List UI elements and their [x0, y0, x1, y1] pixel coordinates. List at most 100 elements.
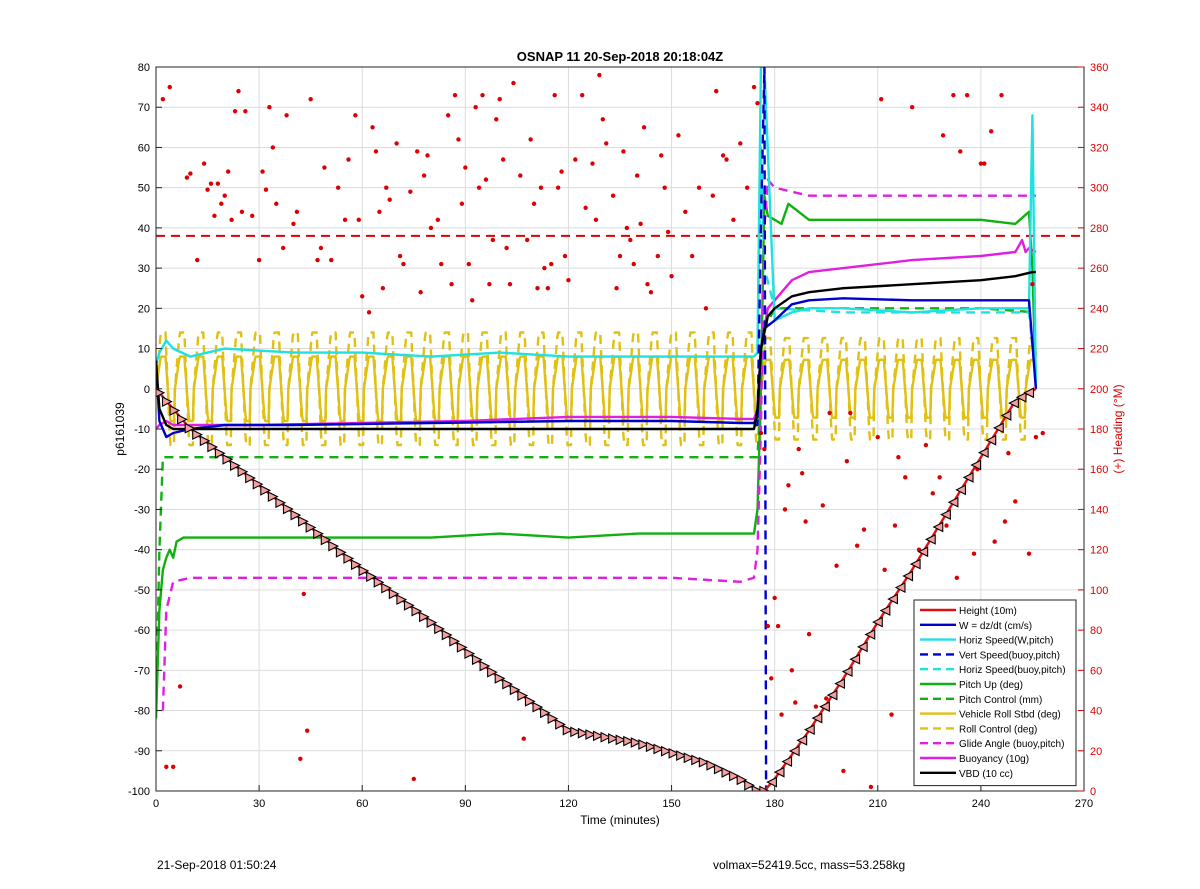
height-marker [343, 553, 355, 564]
heading-point [335, 185, 341, 190]
heading-point [930, 491, 935, 496]
height-marker [894, 582, 906, 593]
heading-point [500, 157, 506, 162]
heading-point [421, 173, 427, 178]
heading-point [634, 173, 640, 178]
height-marker [600, 731, 612, 743]
heading-point [714, 88, 719, 94]
legend-box [913, 599, 1077, 787]
heading-point [696, 185, 702, 190]
heading-point [617, 253, 623, 259]
height-marker [282, 503, 294, 515]
heading-point [411, 776, 416, 782]
height-marker [290, 509, 302, 521]
heading-point [170, 764, 176, 770]
height-marker [555, 719, 566, 730]
height-marker [177, 413, 188, 425]
heading-point [294, 209, 300, 214]
heading-point [305, 728, 310, 733]
height-marker [350, 559, 362, 571]
heading-point [710, 193, 715, 198]
heading-point [600, 117, 606, 122]
heading-point [762, 446, 767, 452]
height-marker [766, 776, 777, 788]
height-marker [887, 593, 898, 605]
heading-point [188, 171, 193, 176]
x-tick-label: 0 [153, 798, 159, 810]
height-marker [230, 460, 241, 471]
heading-point [511, 80, 516, 86]
heading-point [250, 213, 255, 219]
height-marker [615, 734, 627, 746]
heading-point [387, 197, 392, 202]
height-marker [260, 484, 272, 496]
heading-point [219, 201, 224, 206]
heading-point [373, 149, 379, 154]
series-line-5 [156, 194, 1038, 719]
heading-point [353, 113, 358, 118]
legend-label: Horiz Speed(W,pitch) [959, 636, 1053, 647]
series-line-3 [754, 67, 768, 791]
heading-point [755, 101, 760, 106]
heading-point [483, 177, 489, 182]
heading-point [291, 221, 296, 227]
footer-date: 21-Sep-2018 01:50:24 [157, 858, 277, 872]
heading-point [425, 153, 430, 158]
height-marker [517, 690, 529, 702]
footer-params: volmax=52419.5cc, mass=53.258kg [713, 858, 906, 872]
y-tick-label: 80 [138, 62, 150, 74]
heading-point [160, 96, 166, 102]
height-marker [698, 756, 710, 768]
heading-point [744, 185, 750, 190]
heading-point [597, 72, 602, 78]
y2-tick-label: 220 [1090, 344, 1108, 356]
heading-point [384, 185, 389, 190]
heading-point [789, 668, 795, 673]
y-tick-label: -80 [134, 706, 150, 718]
heading-point [346, 157, 351, 162]
heading-point [631, 261, 636, 267]
heading-point [445, 113, 451, 118]
heading-point [415, 149, 420, 154]
y-tick-label: -10 [134, 424, 150, 436]
height-marker [252, 478, 264, 490]
heading-point [944, 523, 949, 528]
heading-point [456, 137, 461, 142]
heading-point [940, 133, 946, 138]
heading-point [772, 595, 777, 601]
series-line-9 [161, 178, 1036, 711]
heading-point [724, 157, 729, 162]
heading-point [342, 217, 348, 223]
height-marker [630, 737, 642, 748]
heading-point [892, 523, 898, 528]
height-marker [729, 770, 740, 782]
height-marker [494, 672, 506, 684]
heading-point [964, 92, 970, 98]
height-marker [237, 466, 249, 478]
heading-point [1002, 519, 1008, 524]
heading-point [648, 290, 654, 295]
heading-point [366, 310, 372, 315]
heading-point [868, 784, 874, 790]
heading-point [604, 141, 609, 146]
y2-tick-label: 160 [1090, 464, 1108, 476]
heading-point [377, 209, 382, 214]
height-marker [645, 741, 657, 753]
height-marker [358, 565, 370, 577]
heading-point [315, 257, 320, 263]
heading-point [638, 221, 643, 227]
y-tick-label: 30 [138, 263, 150, 275]
heading-point [590, 161, 595, 166]
height-marker [192, 429, 203, 441]
heading-point [167, 84, 172, 90]
heading-point [177, 684, 183, 689]
height-marker [811, 712, 823, 724]
y-tick-label: 0 [144, 384, 150, 396]
x-tick-label: 210 [869, 798, 887, 810]
heading-point [205, 187, 210, 192]
heading-point [435, 217, 441, 223]
height-marker [985, 434, 997, 446]
heading-point [284, 113, 289, 118]
heading-point [494, 117, 499, 122]
